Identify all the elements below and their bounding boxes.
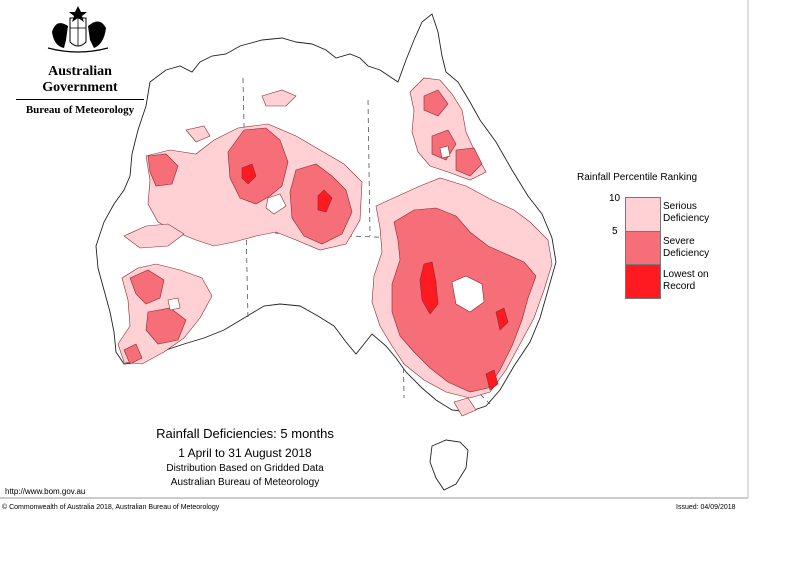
legend-title: Rainfall Percentile Ranking xyxy=(577,172,698,183)
map-method: Distribution Based on Gridded Data xyxy=(166,463,324,474)
copyright-text: © Commonwealth of Australia 2018, Austra… xyxy=(2,504,220,511)
bureau-name: Bureau of Meteorology xyxy=(25,104,135,116)
logo-divider xyxy=(16,99,144,100)
map-period: 1 April to 31 August 2018 xyxy=(178,446,312,460)
government-name: Australian Government xyxy=(42,64,118,95)
map-source: Australian Bureau of Meteorology xyxy=(170,477,320,488)
legend-tick-5: 5 xyxy=(612,226,618,237)
legend-swatch-serious xyxy=(625,197,661,233)
legend-swatch-severe xyxy=(625,231,661,266)
bom-url-link[interactable]: http://www.bom.gov.au xyxy=(5,487,86,496)
legend-label-lowest: Lowest on Record xyxy=(663,269,709,292)
tasmania-outline xyxy=(429,439,469,491)
legend-label-severe: Severe Deficiency xyxy=(663,236,710,259)
issued-date: Issued: 04/09/2018 xyxy=(676,504,736,511)
legend-label-serious: Serious Deficiency xyxy=(663,201,710,224)
coat-of-arms-emblem xyxy=(47,6,109,53)
government-logo-block: Australian Government Bureau of Meteorol… xyxy=(10,62,150,116)
non-deficient-patches xyxy=(167,145,485,313)
legend-swatch-lowest xyxy=(625,264,661,299)
map-title: Rainfall Deficiencies: 5 months xyxy=(156,426,334,441)
lowest-on-record-regions xyxy=(241,163,509,391)
legend-tick-10: 10 xyxy=(609,193,621,204)
